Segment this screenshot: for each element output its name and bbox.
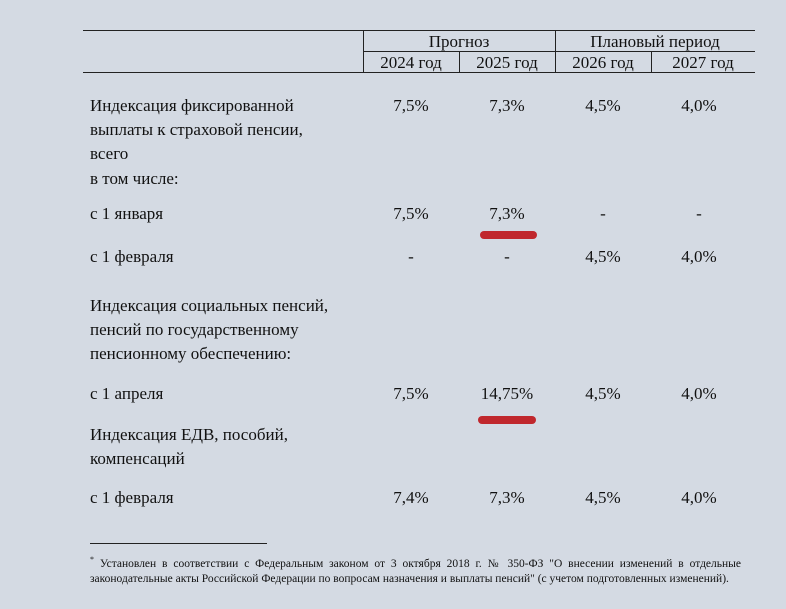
header-col-divider <box>363 30 364 73</box>
cell-value: 7,5% <box>393 204 429 223</box>
row-label-edv: Индексация ЕДВ, пособий, компенсаций <box>90 423 288 471</box>
cell-value: 4,5% <box>585 96 621 115</box>
label-line: Индексация фиксированной <box>90 96 294 115</box>
header-col-divider <box>459 51 460 73</box>
cell-value: 4,5% <box>585 247 621 266</box>
header-year-2026: 2026 год <box>572 53 634 72</box>
label-line: Индексация ЕДВ, пособий, <box>90 425 288 444</box>
header-forecast: Прогноз <box>428 32 490 51</box>
row-label-feb-1: с 1 февраля <box>90 247 174 266</box>
red-underline-highlight <box>478 416 536 424</box>
cell-value: 4,0% <box>681 384 717 403</box>
cell-value: 4,5% <box>585 488 621 507</box>
header-plan-period: Плановый период <box>590 32 720 51</box>
header-col-divider <box>651 51 652 73</box>
footnote-marker: * <box>90 555 94 564</box>
cell-value: 7,4% <box>393 488 429 507</box>
footnote: * Установлен в соответствии с Федеральны… <box>90 552 741 587</box>
cell-value: 7,3% <box>489 488 525 507</box>
cell-value: 4,5% <box>585 384 621 403</box>
header-mid-rule <box>363 51 755 52</box>
cell-value: - <box>504 247 510 266</box>
label-line: Индексация социальных пенсий, <box>90 296 329 315</box>
label-line: пенсионному обеспечению: <box>90 344 292 363</box>
header-year-2024: 2024 год <box>380 53 442 72</box>
header-bottom-rule <box>83 72 755 73</box>
label-line: всего <box>90 144 129 163</box>
cell-value: - <box>600 204 606 223</box>
label-line: пенсий по государственному <box>90 320 299 339</box>
cell-value: 7,5% <box>393 384 429 403</box>
footnote-text: Установлен в соответствии с Федеральным … <box>90 557 741 585</box>
header-col-divider <box>555 30 556 73</box>
red-underline-highlight <box>480 231 537 239</box>
cell-value: 7,3% <box>489 96 525 115</box>
row-label-apr-1: с 1 апреля <box>90 384 164 403</box>
cell-value: 7,5% <box>393 96 429 115</box>
cell-value: 4,0% <box>681 96 717 115</box>
row-label-including: в том числе: <box>90 169 179 188</box>
header-year-2027: 2027 год <box>672 53 734 72</box>
row-label-feb-1-edv: с 1 февраля <box>90 488 174 507</box>
cell-value: 14,75% <box>480 384 534 403</box>
cell-value: - <box>696 204 702 223</box>
table-top-rule <box>83 30 755 31</box>
cell-value: - <box>408 247 414 266</box>
cell-value: 4,0% <box>681 488 717 507</box>
cell-value: 7,3% <box>489 204 525 223</box>
cell-value: 4,0% <box>681 247 717 266</box>
label-line: компенсаций <box>90 449 185 468</box>
row-label-jan-1: с 1 января <box>90 204 164 223</box>
row-label-fixed-payment: Индексация фиксированной выплаты к страх… <box>90 94 303 166</box>
header-year-2025: 2025 год <box>476 53 538 72</box>
row-label-social-pensions: Индексация социальных пенсий, пенсий по … <box>90 294 328 366</box>
footnote-rule <box>90 543 267 544</box>
label-line: выплаты к страховой пенсии, <box>90 120 303 139</box>
